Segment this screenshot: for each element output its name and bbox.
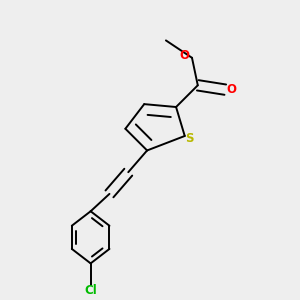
Text: S: S — [185, 132, 193, 145]
Text: O: O — [227, 83, 237, 96]
Text: O: O — [180, 49, 190, 62]
Text: Cl: Cl — [84, 284, 97, 297]
